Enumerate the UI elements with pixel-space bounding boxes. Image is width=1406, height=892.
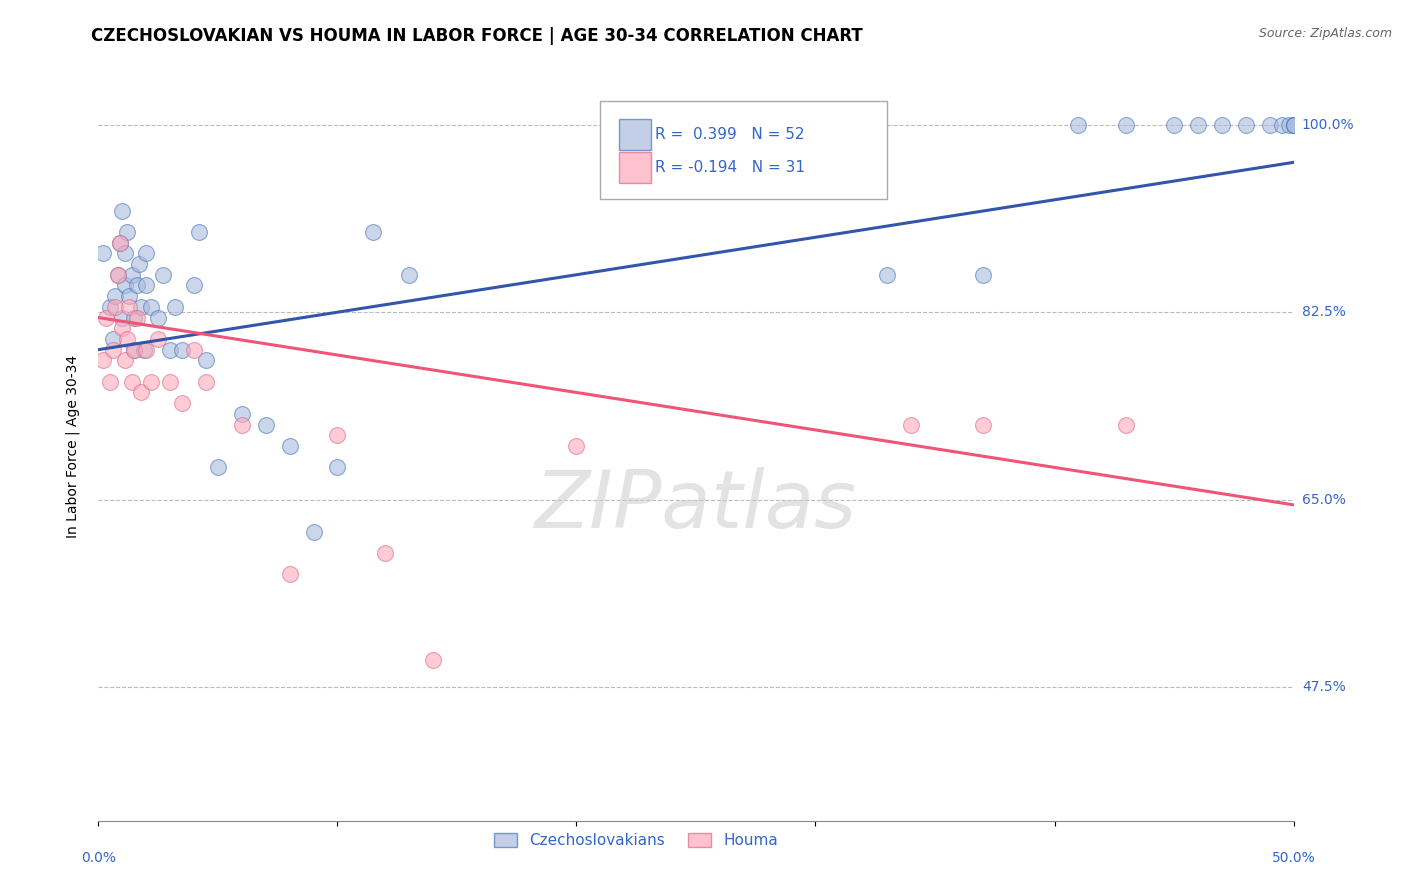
Point: [159, 343, 181, 357]
Point: [104, 300, 127, 314]
Text: 47.5%: 47.5%: [1302, 680, 1346, 694]
Point: [326, 428, 349, 442]
Point: [1278, 118, 1301, 132]
Text: 0.0%: 0.0%: [82, 851, 115, 865]
Point: [187, 225, 209, 239]
Point: [302, 524, 325, 539]
Point: [163, 300, 186, 314]
Point: [139, 300, 162, 314]
Point: [118, 300, 141, 314]
Point: [98, 375, 122, 389]
Point: [254, 417, 277, 432]
Point: [152, 268, 174, 282]
FancyBboxPatch shape: [620, 119, 651, 150]
Point: [231, 417, 253, 432]
Point: [114, 246, 136, 260]
Point: [565, 439, 588, 453]
Point: [111, 321, 134, 335]
Point: [108, 235, 131, 250]
Point: [118, 289, 141, 303]
Point: [363, 225, 385, 239]
Point: [183, 278, 205, 293]
Point: [107, 268, 129, 282]
Point: [115, 332, 138, 346]
Point: [114, 353, 136, 368]
Point: [115, 225, 138, 239]
Point: [132, 343, 155, 357]
Point: [114, 278, 136, 293]
Point: [1258, 118, 1281, 132]
Point: [121, 375, 143, 389]
Point: [135, 278, 157, 293]
Point: [1282, 118, 1305, 132]
Point: [1067, 118, 1090, 132]
Point: [195, 353, 218, 368]
Point: [135, 343, 157, 357]
Point: [111, 310, 134, 325]
Point: [148, 310, 170, 325]
Text: 82.5%: 82.5%: [1302, 305, 1346, 319]
Point: [278, 439, 301, 453]
Text: 65.0%: 65.0%: [1302, 492, 1346, 507]
Point: [131, 385, 153, 400]
Point: [1187, 118, 1209, 132]
Point: [94, 310, 117, 325]
Point: [125, 310, 148, 325]
Legend: Czechoslovakians, Houma: Czechoslovakians, Houma: [488, 827, 785, 855]
Point: [900, 417, 922, 432]
Point: [128, 257, 150, 271]
Point: [172, 396, 194, 410]
Point: [195, 375, 218, 389]
Point: [326, 460, 349, 475]
Point: [1234, 118, 1257, 132]
Y-axis label: In Labor Force | Age 30-34: In Labor Force | Age 30-34: [66, 354, 80, 538]
Point: [972, 417, 994, 432]
Point: [131, 300, 153, 314]
Point: [91, 353, 114, 368]
Point: [139, 375, 162, 389]
FancyBboxPatch shape: [600, 102, 887, 199]
FancyBboxPatch shape: [620, 152, 651, 183]
Point: [104, 289, 127, 303]
Point: [107, 268, 129, 282]
Point: [135, 246, 157, 260]
Point: [124, 343, 146, 357]
Point: [111, 203, 134, 218]
Point: [231, 407, 253, 421]
Point: [108, 235, 131, 250]
Text: ZIPatlas: ZIPatlas: [534, 467, 858, 545]
Point: [207, 460, 229, 475]
Point: [172, 343, 194, 357]
Point: [1282, 118, 1305, 132]
Point: [876, 268, 898, 282]
Point: [148, 332, 170, 346]
Point: [125, 278, 148, 293]
Point: [1115, 118, 1137, 132]
Point: [183, 343, 205, 357]
Text: Source: ZipAtlas.com: Source: ZipAtlas.com: [1258, 27, 1392, 40]
Point: [398, 268, 420, 282]
Point: [124, 343, 146, 357]
Point: [1115, 417, 1137, 432]
Point: [121, 268, 143, 282]
Point: [91, 246, 114, 260]
Point: [1211, 118, 1233, 132]
Point: [101, 332, 124, 346]
Text: 100.0%: 100.0%: [1302, 118, 1354, 132]
Point: [101, 343, 124, 357]
Text: CZECHOSLOVAKIAN VS HOUMA IN LABOR FORCE | AGE 30-34 CORRELATION CHART: CZECHOSLOVAKIAN VS HOUMA IN LABOR FORCE …: [91, 27, 863, 45]
Point: [422, 653, 444, 667]
Point: [1271, 118, 1294, 132]
Point: [98, 300, 122, 314]
Point: [972, 268, 994, 282]
Point: [374, 546, 396, 560]
Point: [124, 310, 146, 325]
Point: [278, 567, 301, 582]
Point: [159, 375, 181, 389]
Text: R =  0.399   N = 52: R = 0.399 N = 52: [655, 127, 804, 142]
Text: R = -0.194   N = 31: R = -0.194 N = 31: [655, 160, 806, 175]
Point: [1282, 118, 1305, 132]
Point: [1163, 118, 1185, 132]
Text: 50.0%: 50.0%: [1271, 851, 1316, 865]
